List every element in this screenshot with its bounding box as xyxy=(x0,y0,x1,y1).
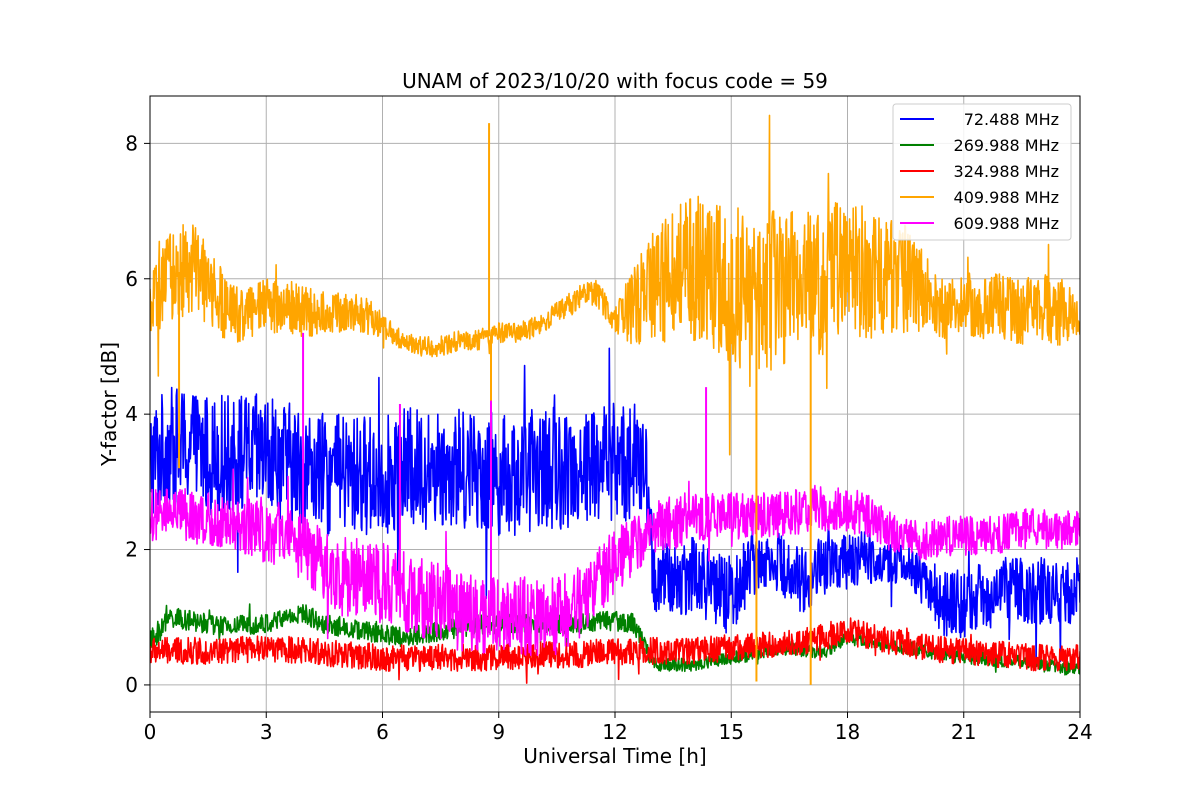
y-tick-label: 0 xyxy=(125,673,138,697)
x-tick-label: 12 xyxy=(602,720,627,744)
chart-title: UNAM of 2023/10/20 with focus code = 59 xyxy=(402,69,828,93)
y-axis-ticks: 0 2 4 6 8 xyxy=(125,131,150,697)
y-tick-label: 8 xyxy=(125,131,138,155)
series-line-2 xyxy=(150,617,1080,684)
x-tick-label: 9 xyxy=(492,720,505,744)
x-tick-label: 24 xyxy=(1067,720,1092,744)
legend-label: 269.988 MHz xyxy=(954,136,1059,155)
series-line-4 xyxy=(150,468,1080,657)
legend-items: 72.488 MHz 269.988 MHz 324.988 MHz 409.988 … xyxy=(900,110,1059,233)
x-axis-ticks: 0 3 6 9 12 15 18 21 24 xyxy=(144,712,1093,744)
plot-area xyxy=(150,114,1080,685)
y-tick-label: 6 xyxy=(125,267,138,291)
x-tick-label: 21 xyxy=(951,720,976,744)
legend-label: 72.488 MHz xyxy=(964,110,1059,129)
y-tick-label: 2 xyxy=(125,538,138,562)
x-tick-label: 6 xyxy=(376,720,389,744)
x-tick-label: 3 xyxy=(260,720,273,744)
y-tick-label: 4 xyxy=(125,402,138,426)
series-line-3 xyxy=(150,114,1080,456)
legend-box xyxy=(892,103,1072,241)
legend: 72.488 MHz 269.988 MHz 324.988 MHz 409.988 … xyxy=(892,103,1072,241)
x-axis-label: Universal Time [h] xyxy=(523,744,706,768)
legend-label: 409.988 MHz xyxy=(954,188,1059,207)
legend-label: 324.988 MHz xyxy=(954,162,1059,181)
y-axis-label: Y-factor [dB] xyxy=(97,342,121,467)
legend-label: 609.988 MHz xyxy=(954,214,1059,233)
x-tick-label: 18 xyxy=(835,720,860,744)
series-group xyxy=(150,114,1080,685)
x-tick-label: 0 xyxy=(144,720,157,744)
x-tick-label: 15 xyxy=(719,720,744,744)
